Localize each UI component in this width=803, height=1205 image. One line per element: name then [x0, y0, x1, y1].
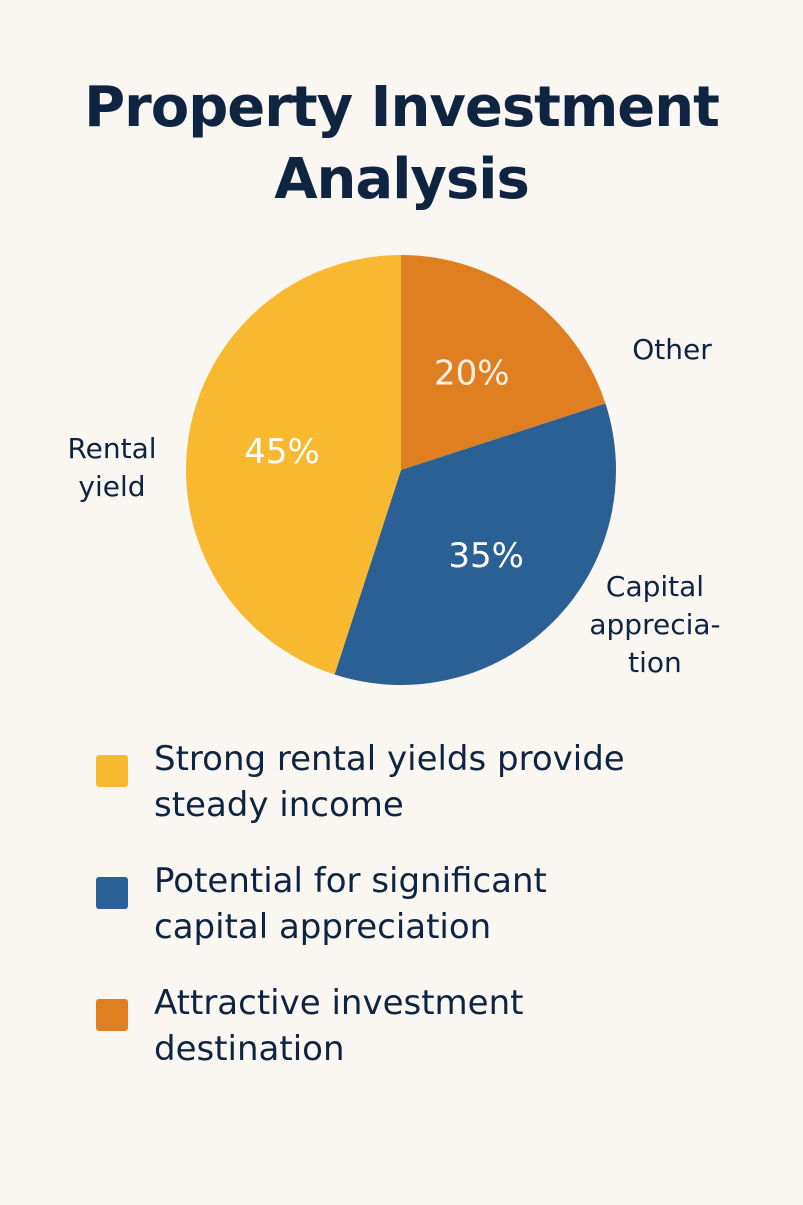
pie-chart: 20% Other 35% Capital apprecia-tion 45% Rental…: [67, 255, 721, 686]
legend-swatch-capital-appreciation: [96, 877, 128, 909]
legend-item-other: Attractive investment destination: [96, 980, 736, 1102]
slice-value-label-capital-appreciation: 35%: [448, 536, 524, 576]
legend-swatch-other: [96, 999, 128, 1031]
slice-category-label-other: Other: [632, 333, 712, 366]
pie-slice-capital-appreciation: [334, 403, 616, 686]
slice-category-label-rental-yield: Rental yield: [67, 432, 156, 503]
legend-swatch-rental-yield: [96, 755, 128, 787]
legend-text-capital-appreciation: Potential for significant capital apprec…: [154, 858, 714, 950]
legend-item-capital-appreciation: Potential for significant capital apprec…: [96, 858, 736, 980]
chart-title-line-1: Property Investment: [84, 75, 720, 140]
chart-title: Property Investment Analysis: [0, 72, 803, 216]
pie-slice-other: [401, 255, 606, 470]
legend-item-rental-yield: Strong rental yields provide steady inco…: [96, 736, 736, 858]
slice-category-label-capital-appreciation: Capital apprecia-tion: [589, 570, 720, 679]
legend-line: destination: [154, 1029, 345, 1069]
legend-line: capital appreciation: [154, 907, 492, 947]
legend-line: Attractive investment: [154, 983, 524, 1023]
legend-text-rental-yield: Strong rental yields provide steady inco…: [154, 736, 714, 828]
legend-line: Potential for significant: [154, 861, 547, 901]
slice-value-label-other: 20%: [434, 354, 510, 394]
chart-title-line-2: Analysis: [274, 147, 530, 212]
legend: Strong rental yields provide steady inco…: [96, 736, 736, 1102]
legend-line: Strong rental yields provide: [154, 739, 625, 779]
legend-line: steady income: [154, 785, 404, 825]
slice-value-label-rental-yield: 45%: [244, 432, 320, 472]
legend-text-other: Attractive investment destination: [154, 980, 714, 1072]
pie-slice-rental-yield: [185, 255, 401, 675]
